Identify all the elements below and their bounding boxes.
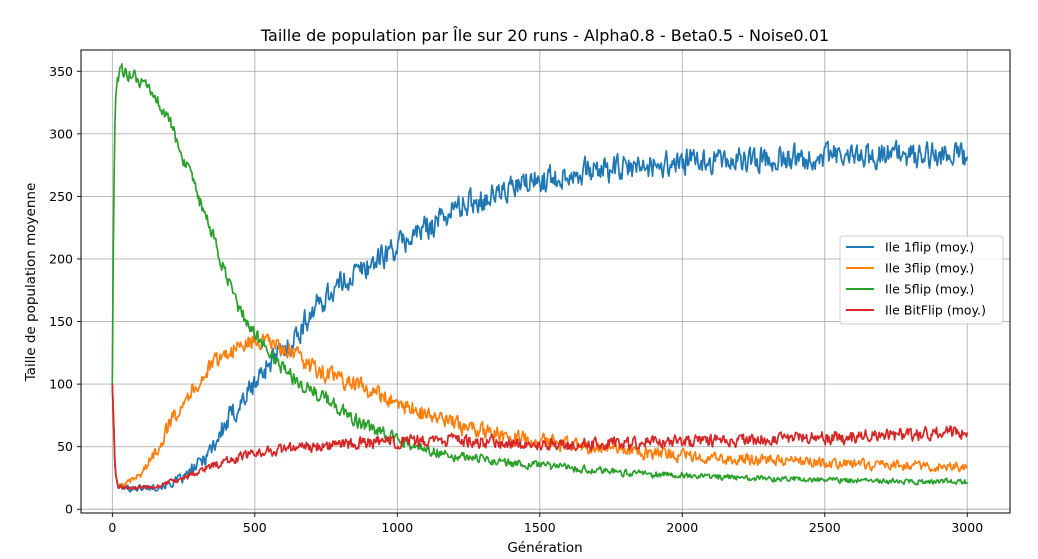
- x-tick-label: 2000: [666, 520, 698, 535]
- legend-label: Ile 5flip (moy.): [885, 282, 974, 297]
- x-tick-label: 500: [243, 520, 267, 535]
- y-tick-label: 300: [49, 126, 73, 141]
- y-tick-label: 0: [65, 502, 73, 517]
- legend: Ile 1flip (moy.) Ile 3flip (moy.) Ile 5fli…: [839, 235, 1004, 325]
- chart-title: Taille de population par Île sur 20 runs…: [260, 26, 829, 45]
- legend-box: [839, 235, 1004, 325]
- legend-label: Ile 3flip (moy.): [885, 261, 974, 276]
- y-tick-label: 200: [49, 251, 73, 266]
- series-lines: [111, 63, 969, 493]
- x-tick-label: 0: [108, 520, 116, 535]
- axis-ticks: 0 500 1000 1500 2000 2500 3000 0 50 100 150 200 250 3…: [49, 64, 983, 535]
- x-tick-label: 2500: [809, 520, 841, 535]
- y-tick-label: 100: [49, 377, 73, 392]
- series-line-3: [111, 63, 969, 486]
- x-tick-label: 1500: [524, 520, 556, 535]
- legend-label: Ile BitFlip (moy.): [885, 303, 986, 318]
- y-tick-label: 350: [49, 64, 73, 79]
- series-line-4: [111, 384, 969, 491]
- series-line-1: [111, 139, 969, 493]
- plot-frame: [80, 49, 1011, 514]
- y-tick-label: 250: [49, 189, 73, 204]
- x-tick-label: 3000: [951, 520, 983, 535]
- x-tick-label: 1000: [381, 520, 413, 535]
- y-axis-title: Taille de population moyenne: [23, 183, 39, 383]
- legend-label: Ile 1flip (moy.): [885, 240, 974, 255]
- x-axis-title: Génération: [507, 540, 582, 556]
- y-tick-label: 50: [57, 439, 73, 454]
- y-tick-label: 150: [49, 314, 73, 329]
